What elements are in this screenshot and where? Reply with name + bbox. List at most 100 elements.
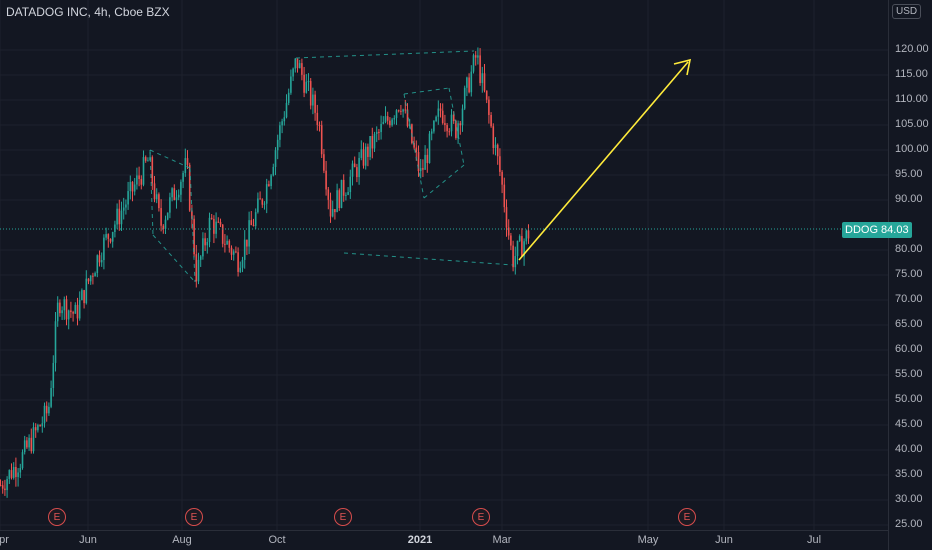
candle-body [100,260,103,263]
earnings-marker[interactable]: E [678,508,696,526]
candle-body [230,247,233,255]
currency-button[interactable]: USD [892,4,922,19]
candle-body [345,194,347,196]
candle-body [309,81,312,106]
candle-body [52,362,55,388]
candle-body [193,218,195,255]
candle-body [270,175,272,187]
candle-body [523,241,525,257]
candle-body [463,87,466,109]
candle-body [406,109,409,127]
candle-body [283,117,286,122]
candle-body [43,405,46,424]
candle-body [261,199,264,205]
candle-body [373,133,376,149]
symbol-title[interactable]: DATADOG INC, 4h, Cboe BZX [6,5,170,19]
candle-body [166,212,169,220]
candle-body [428,133,431,164]
candle-body [96,255,99,274]
candle-body [1,485,4,489]
candle-body [413,143,415,148]
candle-body [158,194,160,209]
candle-body [296,58,299,69]
candle-body [301,63,303,75]
earnings-marker[interactable]: E [334,508,352,526]
candle-body [380,123,382,133]
projection-arrow-head [673,58,692,76]
candle-body [298,63,301,69]
candle-body [217,221,220,223]
candle-body [518,236,521,241]
candle-body [477,55,479,58]
time-tick-label: Jul [806,534,822,546]
earnings-marker[interactable]: E [185,508,203,526]
candle-body [118,208,121,225]
price-scale[interactable] [888,0,932,550]
pattern-line [403,87,450,95]
candle-body [213,218,215,234]
chart-area[interactable] [0,0,888,530]
candle-body [351,163,354,177]
candle-body [499,156,501,172]
candle-body [386,116,389,121]
candle-body [0,485,2,486]
pattern-line [343,252,514,266]
earnings-marker[interactable]: E [48,508,66,526]
candle-body [204,238,206,246]
candle-body [85,278,88,304]
current-price-tag: DDOG 84.03 [842,222,912,238]
candle-body [254,212,257,226]
candle-body [312,94,314,106]
time-tick-label: Jun [715,534,733,546]
candle-body [140,179,143,185]
time-tick-label: pr [0,534,9,546]
candle-body [76,304,79,319]
candle-body [74,304,77,314]
time-tick-label: Aug [172,534,192,546]
candle-body [474,55,477,58]
candle-body [15,466,17,477]
candle-body [19,468,22,473]
candle-body [219,222,222,225]
candle-body [142,157,145,185]
candle-body [400,110,402,112]
candle-body [360,149,363,158]
candle-body [320,125,323,155]
time-scale[interactable] [0,530,888,550]
candle-body [23,440,26,453]
candle-body [171,188,173,198]
candle-body [232,251,235,255]
candle-body [94,273,96,277]
candle-body [433,120,435,132]
candle-body [59,302,61,314]
earnings-marker[interactable]: E [472,508,490,526]
candle-body [226,240,228,245]
candle-body [382,122,385,124]
candle-body [450,114,453,132]
candle-body [116,208,118,225]
candle-body [120,210,123,225]
price-tick-label: 60.00 [895,343,923,355]
candle-body [54,321,57,363]
candle-body [327,189,330,200]
candle-body [441,110,444,124]
candle-body [356,167,358,178]
candle-body [417,152,420,172]
candle-body [371,136,374,149]
candle-body [336,190,338,213]
candle-body [342,179,345,196]
price-tick-label: 55.00 [895,368,923,380]
time-tick-label: Mar [492,534,512,546]
candle-body [501,171,503,185]
time-tick-label: May [637,534,659,546]
candle-body [155,194,158,200]
candle-body [426,154,429,164]
candle-body [127,191,129,205]
candle-body [208,217,211,242]
candle-body [349,176,352,193]
candle-body [98,255,101,263]
candle-body [129,181,132,192]
candle-body [239,267,242,272]
candlestick-chart[interactable] [0,0,888,530]
candle-body [246,239,248,247]
